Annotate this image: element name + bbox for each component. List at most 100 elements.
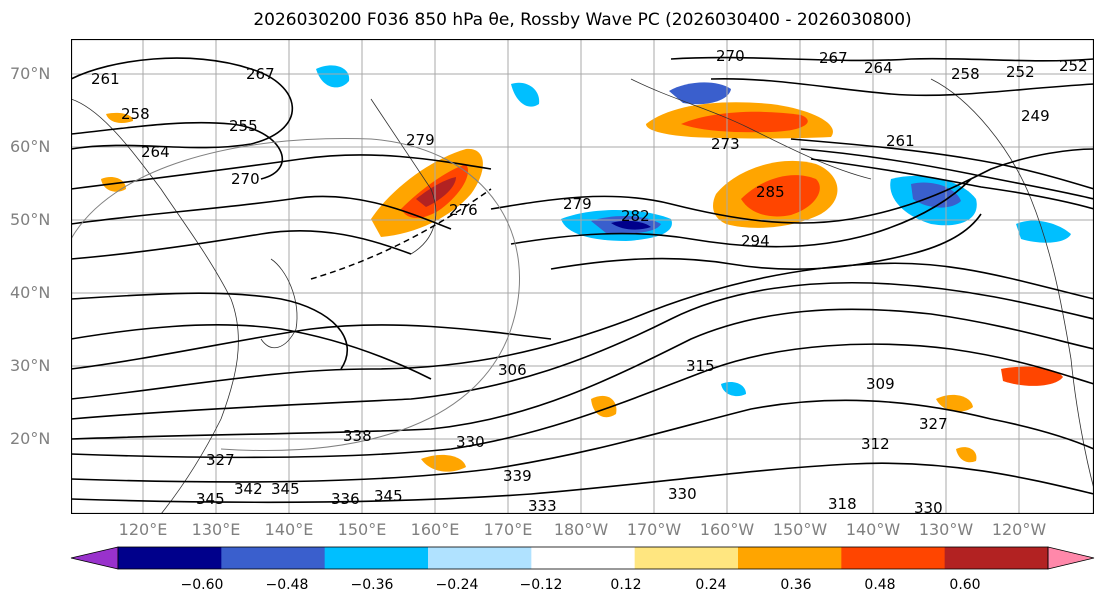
- lon-label: 170°W: [626, 520, 682, 539]
- contour-label: 255: [229, 117, 258, 135]
- reference-arc: [71, 138, 520, 451]
- anomaly-positive-patch: [416, 177, 456, 207]
- contour-label: 282: [621, 207, 650, 225]
- colorbar-segment: [634, 547, 739, 569]
- graticule: [71, 39, 1094, 514]
- colorbar-segment: [324, 547, 429, 569]
- contour-label: 294: [741, 232, 770, 250]
- contour-label: 273: [711, 135, 740, 153]
- contour-label: 309: [866, 375, 895, 393]
- lon-label: 150°E: [337, 520, 387, 539]
- contour-label: 252: [1059, 57, 1088, 75]
- colorbar-segment: [118, 547, 222, 569]
- contour-label: 279: [406, 131, 435, 149]
- lon-label: 120°E: [118, 520, 168, 539]
- lat-label: 50°N: [10, 210, 51, 229]
- colorbar-tick-label: 0.36: [780, 577, 812, 593]
- colorbar-segment: [738, 547, 842, 569]
- lon-label: 140°E: [264, 520, 314, 539]
- contour-label: 342: [234, 480, 263, 498]
- contour-label: 327: [919, 415, 948, 433]
- theta-e-contours: [71, 56, 1094, 504]
- colorbar-tick-label: −0.48: [265, 577, 309, 593]
- colorbar-segment: [221, 547, 326, 569]
- map-frame: [71, 39, 1094, 514]
- colorbar-extension-high: [1047, 546, 1095, 570]
- colorbar-frame: [117, 546, 1049, 570]
- lon-label: 170°E: [483, 520, 533, 539]
- colorbar-tick-label: 0.48: [864, 577, 896, 593]
- colorbar-tick-label: 0.12: [610, 577, 642, 593]
- map-title: 2026030200 F036 850 hPa θe, Rossby Wave …: [0, 10, 1105, 30]
- contour-label: 270: [716, 47, 745, 65]
- contour-label: 252: [1006, 63, 1035, 81]
- lat-label: 20°N: [10, 429, 51, 448]
- colorbar-segment: [944, 547, 1049, 569]
- lon-label: 150°W: [772, 520, 828, 539]
- anomaly-negative-patch: [611, 220, 651, 230]
- anomaly-positive-patch: [1001, 366, 1063, 386]
- storm-track-line: [310, 188, 492, 280]
- contour-labels: 261 267 258 255 264 270 279 276 270 267 …: [91, 47, 1088, 514]
- contour-label: 258: [121, 105, 150, 123]
- colorbar-segments: [70, 546, 1095, 570]
- contour-label: 327: [206, 451, 235, 469]
- contour-label: 276: [449, 201, 478, 219]
- contour-label: 330: [668, 485, 697, 503]
- lon-label: 130°E: [191, 520, 241, 539]
- contour-label: 333: [528, 497, 557, 514]
- colorbar-tick-label: 0.24: [695, 577, 727, 593]
- contour-label: 306: [498, 361, 527, 379]
- contour-label: 267: [246, 65, 275, 83]
- contour-label: 345: [374, 487, 403, 505]
- contour-label: 267: [819, 49, 848, 67]
- lon-label: 180°W: [553, 520, 609, 539]
- contour-label: 264: [141, 143, 170, 161]
- contour-label: 285: [756, 183, 785, 201]
- contour-label: 345: [196, 490, 225, 508]
- lon-label: 140°W: [845, 520, 901, 539]
- contour-label: 270: [231, 170, 260, 188]
- colorbar-tick-label: −0.12: [519, 577, 563, 593]
- anomaly-negative-patch: [669, 82, 731, 105]
- lat-label: 30°N: [10, 356, 51, 375]
- lon-label: 160°W: [699, 520, 755, 539]
- contour-label: 258: [951, 65, 980, 83]
- coastlines: [71, 78, 1094, 514]
- colorbar-segment: [428, 547, 532, 569]
- contour-label: 312: [861, 435, 890, 453]
- contour-label: 249: [1021, 107, 1050, 125]
- contour-label: 338: [343, 427, 372, 445]
- anomaly-positive-patch: [956, 447, 977, 463]
- colorbar: [70, 546, 1095, 570]
- anomaly-positive-patch: [421, 454, 466, 472]
- lon-label: 160°E: [410, 520, 460, 539]
- anomaly-negative-patch: [316, 65, 350, 88]
- contour-label: 345: [271, 480, 300, 498]
- lon-label: 120°W: [991, 520, 1047, 539]
- colorbar-tick-label: −0.24: [435, 577, 479, 593]
- contour-label: 339: [503, 467, 532, 485]
- map-title-text: 2026030200 F036 850 hPa θe, Rossby Wave …: [253, 10, 912, 30]
- contour-label: 318: [828, 495, 857, 513]
- lat-label: 60°N: [10, 137, 51, 156]
- map-background: [71, 39, 1094, 514]
- anomaly-positive-patch: [681, 111, 808, 133]
- lon-label: 130°W: [918, 520, 974, 539]
- colorbar-extension-low: [70, 546, 119, 570]
- colorbar-segment: [531, 547, 636, 569]
- lat-label: 40°N: [10, 283, 51, 302]
- anomaly-positive-patch: [106, 112, 133, 123]
- colorbar-segment: [841, 547, 946, 569]
- contour-label: 330: [914, 499, 943, 514]
- colorbar-tick-label: −0.36: [350, 577, 394, 593]
- contour-label: 279: [563, 195, 592, 213]
- contour-label: 315: [686, 357, 715, 375]
- anomaly-negative-patch: [1016, 220, 1071, 243]
- contour-label: 336: [331, 490, 360, 508]
- map-panel: 261 267 258 255 264 270 279 276 270 267 …: [71, 39, 1094, 514]
- colorbar-tick-label: 0.60: [949, 577, 981, 593]
- lat-label: 70°N: [10, 64, 51, 83]
- contour-label: 261: [91, 70, 120, 88]
- colorbar-tick-label: −0.60: [180, 577, 224, 593]
